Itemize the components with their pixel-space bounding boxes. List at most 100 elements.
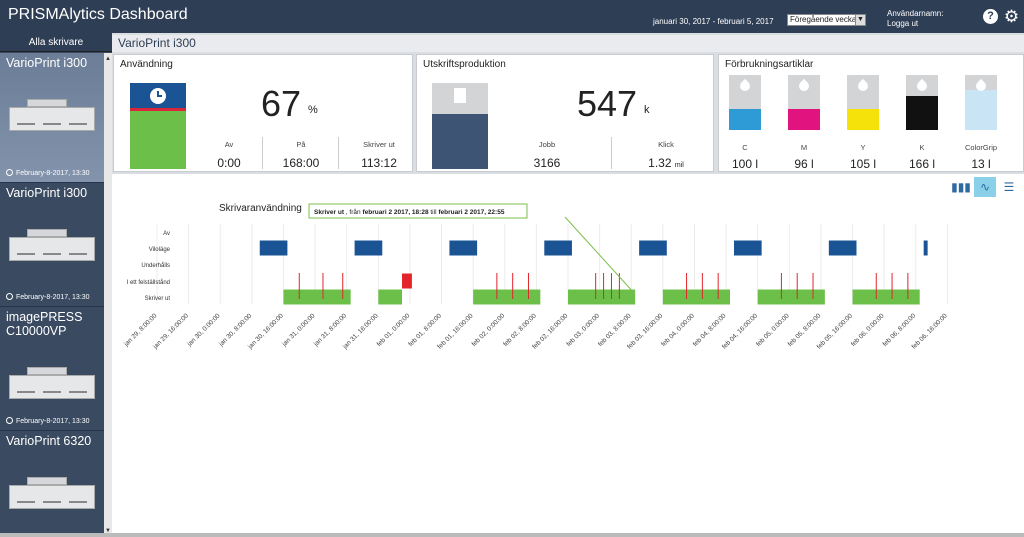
- scroll-up-icon[interactable]: ▲: [105, 56, 111, 62]
- timeline-segment: [402, 273, 412, 289]
- printer-update-time: February-8-2017, 13:30: [6, 169, 90, 177]
- ink-level-y: [847, 75, 879, 130]
- tooltip-box: [308, 203, 528, 219]
- x-tick-label: feb 04, 8:00:00: [692, 312, 728, 348]
- usage-stat-off-value: 0:00: [217, 156, 241, 170]
- row-label: Viloläge: [149, 247, 171, 253]
- timeline-segment: [473, 289, 541, 305]
- line-chart-icon[interactable]: ∿: [974, 177, 996, 197]
- ink-label: Y: [860, 143, 866, 152]
- printer-card[interactable]: VarioPrint i300 February-8-2017, 13:30: [0, 183, 104, 307]
- printer-name: VarioPrint 6320: [6, 434, 92, 448]
- clock-icon: [6, 169, 13, 176]
- ink-drop-icon: [855, 78, 871, 94]
- date-range: januari 30, 2017 - februari 5, 2017: [653, 17, 774, 26]
- x-tick-label: feb 05, 8:00:00: [787, 312, 823, 348]
- ink-label: M: [800, 143, 808, 152]
- usage-stat-printing-label: Skriver ut: [363, 140, 395, 149]
- bottom-bar: [0, 533, 1024, 537]
- printer-card[interactable]: VarioPrint 6320: [0, 431, 104, 537]
- ink-label: K: [919, 143, 925, 152]
- ink-value: 96 l: [794, 157, 814, 171]
- printer-update-time: February-8-2017, 13:30: [6, 417, 90, 425]
- consumables-title: Förbrukningsartiklar: [725, 59, 814, 70]
- row-label: Av: [163, 231, 170, 237]
- x-tick-label: jan 31, 0:00:00: [280, 312, 316, 348]
- all-printers-button[interactable]: Alla skrivare: [0, 33, 112, 52]
- printer-image: [9, 99, 95, 131]
- top-header: PRISMAlytics Dashboard januari 30, 2017 …: [0, 0, 1024, 33]
- x-tick-label: feb 01, 8:00:00: [407, 312, 443, 348]
- chart-title: Skrivaranvändning: [219, 203, 302, 214]
- ink-value: 166 l: [908, 157, 936, 171]
- ink-drop-icon: [737, 78, 753, 94]
- consumables-panel: Förbrukningsartiklar C 100 l M 96 l Y 105 l K 1…: [718, 54, 1024, 172]
- timeline-segment: [449, 240, 478, 256]
- x-tick-label: feb 02, 8:00:00: [502, 312, 538, 348]
- printer-activity-chart: ▮▮▮ ∿ ☰ Skrivaranvändning Av Viloläge Under…: [112, 174, 1024, 537]
- timeline-segment: [923, 240, 928, 256]
- ink-label: ColorGrip: [964, 143, 998, 152]
- printer-image: [9, 477, 95, 509]
- document-icon: [454, 88, 466, 103]
- printer-card[interactable]: imagePRESS C10000VP February-8-2017, 13:3…: [0, 307, 104, 431]
- printer-image: [9, 229, 95, 261]
- usage-stat-off-label: Av: [224, 140, 234, 149]
- logout-link[interactable]: Logga ut: [887, 19, 919, 28]
- main-content: VarioPrint i300 Användning 67 % Av 0:00 …: [112, 33, 1024, 537]
- clock-icon: [6, 417, 13, 424]
- timeline-segment: [662, 289, 731, 305]
- period-select[interactable]: Föregående vecka ▼: [787, 14, 866, 26]
- timeline-segment: [544, 240, 572, 256]
- sidebar-scrollbar[interactable]: ▲ ▼: [104, 53, 112, 537]
- production-value: 547: [577, 83, 638, 124]
- printer-name: VarioPrint i300: [6, 56, 88, 70]
- period-select-value: Föregående vecka: [790, 15, 857, 24]
- production-stat-jobs-label: Jobb: [538, 140, 556, 149]
- printer-name: VarioPrint i300: [6, 186, 88, 200]
- ink-level-c: [729, 75, 761, 130]
- ink-level-m: [788, 75, 820, 130]
- clock-icon: [6, 293, 13, 300]
- ink-drop-icon: [796, 78, 812, 94]
- x-tick-label: feb 06, 0:00:00: [850, 312, 886, 348]
- row-label: Underhålls: [141, 262, 170, 269]
- production-gauge: [432, 83, 488, 169]
- chevron-down-icon[interactable]: ▼: [855, 15, 865, 25]
- printer-card[interactable]: VarioPrint i300 February-8-2017, 13:30: [0, 53, 104, 183]
- help-icon[interactable]: ?: [983, 9, 998, 24]
- x-tick-label: feb 03, 0:00:00: [565, 312, 601, 348]
- production-unit: k: [644, 104, 650, 116]
- bar-chart-icon[interactable]: ▮▮▮: [951, 180, 971, 194]
- timeline-segment: [378, 289, 403, 305]
- timeline-segment: [259, 240, 288, 256]
- printer-sidebar: Alla skrivare VarioPrint i300 February-8-…: [0, 33, 112, 537]
- ink-value: 100 l: [731, 157, 759, 171]
- list-icon[interactable]: ☰: [1003, 180, 1015, 194]
- row-label: Skriver ut: [145, 296, 171, 302]
- tooltip-text: Skriver ut , från februari 2 2017, 18:28…: [314, 208, 505, 216]
- scroll-down-icon[interactable]: ▼: [105, 528, 111, 534]
- page-title: VarioPrint i300: [112, 35, 1024, 52]
- ink-drop-icon: [914, 78, 930, 94]
- x-tick-label: feb 01, 0:00:00: [376, 312, 412, 348]
- usage-gauge: [130, 83, 186, 169]
- ink-level-k: [906, 75, 938, 130]
- usage-stat-on-label: På: [296, 140, 306, 149]
- tooltip-pointer: [564, 216, 636, 295]
- gear-icon[interactable]: ⚙: [1003, 7, 1020, 26]
- row-label: I ett felställstånd: [127, 279, 170, 286]
- timeline-segment: [354, 240, 383, 256]
- usage-stat-on-value: 168:00: [282, 156, 320, 170]
- x-tick-label: feb 06, 8:00:00: [882, 312, 918, 348]
- x-tick-label: feb 04, 0:00:00: [660, 312, 696, 348]
- x-tick-label: feb 05, 0:00:00: [755, 312, 791, 348]
- printer-image: [9, 367, 95, 399]
- ink-label: C: [742, 143, 748, 152]
- timeline-segment: [568, 289, 636, 305]
- x-tick-label: feb 02, 0:00:00: [471, 312, 507, 348]
- usage-value: 67: [261, 83, 302, 124]
- usage-unit: %: [308, 104, 318, 116]
- clock-icon: [150, 88, 166, 104]
